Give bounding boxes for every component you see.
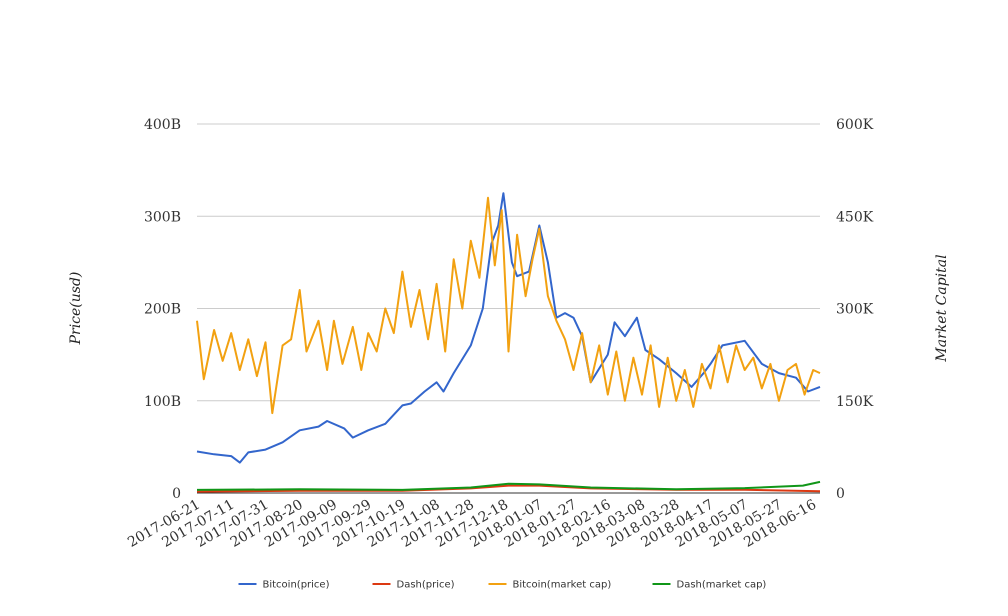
legend-label: Bitcoin(market cap) <box>513 580 612 591</box>
y2-tick-label: 150K <box>836 394 874 410</box>
y2-axis-title: Market Capital <box>934 254 950 362</box>
legend-label: Bitcoin(price) <box>263 580 330 591</box>
y-tick-label: 200B <box>144 302 181 318</box>
legend-item: Dash(price) <box>372 580 455 591</box>
legend-item: Bitcoin(market cap) <box>488 580 612 591</box>
series-line-bitcoin-price <box>196 192 821 464</box>
y2-tick-label: 300K <box>836 302 874 318</box>
y-tick-label: 300B <box>144 209 181 225</box>
y2-tick-label: 0 <box>836 486 845 502</box>
y-axis-title: Price(usd) <box>68 272 84 346</box>
series-line-dash-price <box>196 484 821 493</box>
legend-label: Dash(market cap) <box>677 580 767 591</box>
y-tick-label: 400B <box>144 117 181 133</box>
series-lines <box>196 192 821 493</box>
series-line-bitcoin-market-cap <box>196 196 821 415</box>
x-axis-ticks: 2017-06-212017-07-112017-07-312017-08-20… <box>125 497 819 551</box>
left-axis-ticks: 0 100B 200B 300B 400B <box>144 117 181 502</box>
legend: Bitcoin(price) Dash(price) Bitcoin(market … <box>238 580 767 591</box>
series-line-dash-market-cap <box>196 480 821 491</box>
y-tick-label: 100B <box>144 394 181 410</box>
y2-tick-label: 600K <box>836 117 874 133</box>
y-tick-label: 0 <box>172 486 181 502</box>
legend-item: Bitcoin(price) <box>238 580 330 591</box>
legend-label: Dash(price) <box>397 580 455 591</box>
right-axis-ticks: 0 150K 300K 450K 600K <box>836 117 874 502</box>
legend-item: Dash(market cap) <box>652 580 767 591</box>
y2-tick-label: 450K <box>836 209 874 225</box>
